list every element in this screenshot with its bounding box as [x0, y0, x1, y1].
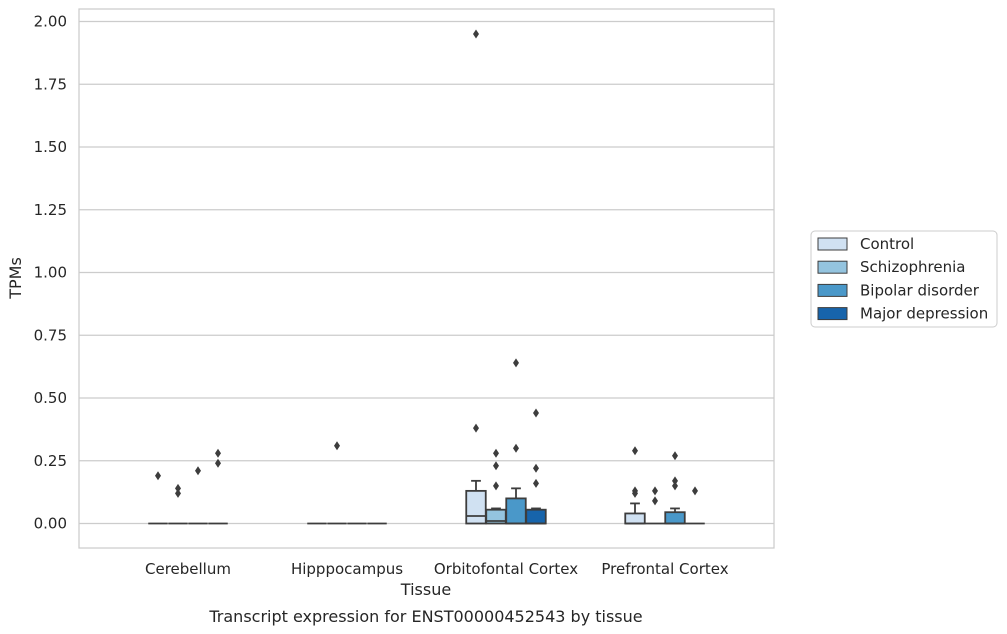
outlier-point — [672, 476, 678, 486]
legend-label: Major depression — [860, 305, 988, 323]
outlier-point — [513, 443, 519, 453]
legend-swatch — [817, 307, 848, 321]
x-axis-label: Tissue — [400, 580, 451, 599]
x-tick-label: Prefrontal Cortex — [601, 560, 728, 578]
outlier-point — [334, 441, 340, 451]
outlier-point — [195, 466, 201, 476]
outlier-point — [692, 486, 698, 496]
legend-label: Bipolar disorder — [860, 281, 980, 299]
outlier-point — [652, 496, 658, 506]
outlier-point — [473, 423, 479, 433]
outlier-point — [493, 481, 499, 491]
outlier-point — [175, 488, 181, 498]
outlier-point — [155, 471, 161, 481]
outlier-point — [493, 448, 499, 458]
y-tick-labels: 0.00 0.25 0.50 0.75 1.00 1.25 1.50 1.75 2.00 — [34, 13, 67, 533]
y-tick-label: 1.75 — [34, 75, 67, 93]
outlier-point — [533, 478, 539, 488]
legend-frame — [810, 230, 998, 328]
y-tick-label: 0.75 — [34, 326, 67, 344]
legend-swatch — [817, 283, 848, 297]
outlier-point — [493, 461, 499, 471]
x-tick-label: Hipppocampus — [291, 560, 403, 578]
outlier-point — [652, 486, 658, 496]
outlier-point — [513, 358, 519, 368]
box-body — [664, 511, 686, 525]
y-tick-label: 0.25 — [34, 452, 67, 470]
outlier-point — [533, 463, 539, 473]
outlier-point — [473, 29, 479, 39]
x-tick-label: Orbitofontal Cortex — [434, 560, 578, 578]
legend-swatch — [817, 237, 848, 251]
outlier-point — [672, 451, 678, 461]
outlier-point — [175, 483, 181, 493]
legend-label: Control — [860, 235, 914, 253]
box-body — [624, 512, 646, 525]
legend: Control Schizophrenia Bipolar disorder Majo… — [810, 230, 998, 328]
x-tick-label: Cerebellum — [145, 560, 231, 578]
box-group — [465, 479, 487, 525]
y-axis-label: TPMs — [6, 257, 25, 300]
legend-swatch — [817, 260, 848, 274]
outlier-point — [632, 488, 638, 498]
box-body — [505, 497, 527, 525]
outlier-point — [533, 408, 539, 418]
y-tick-label: 1.00 — [34, 264, 67, 282]
y-tick-label: 1.25 — [34, 201, 67, 219]
outlier-point — [632, 446, 638, 456]
box-body — [465, 489, 487, 525]
outlier-point — [215, 458, 221, 468]
grid-lines — [79, 20, 774, 525]
x-tick-labels: Cerebellum Hipppocampus Orbitofontal Corte… — [145, 560, 729, 578]
box-group — [525, 507, 547, 525]
outlier-point — [215, 448, 221, 458]
y-tick-label: 1.50 — [34, 138, 67, 156]
box-group — [624, 502, 646, 525]
box-group — [664, 507, 686, 525]
plot-frame — [78, 8, 775, 549]
chart-caption: Transcript expression for ENST0000045254… — [208, 607, 642, 626]
box-group — [485, 507, 507, 525]
y-tick-label: 0.50 — [34, 389, 67, 407]
box-series — [148, 479, 705, 525]
box-body — [525, 508, 547, 525]
y-tick-label: 2.00 — [34, 13, 67, 31]
legend-label: Schizophrenia — [860, 258, 965, 276]
plot-background — [79, 9, 774, 548]
outlier-points — [155, 29, 698, 506]
y-tick-label: 0.00 — [34, 515, 67, 533]
outlier-point — [672, 481, 678, 491]
